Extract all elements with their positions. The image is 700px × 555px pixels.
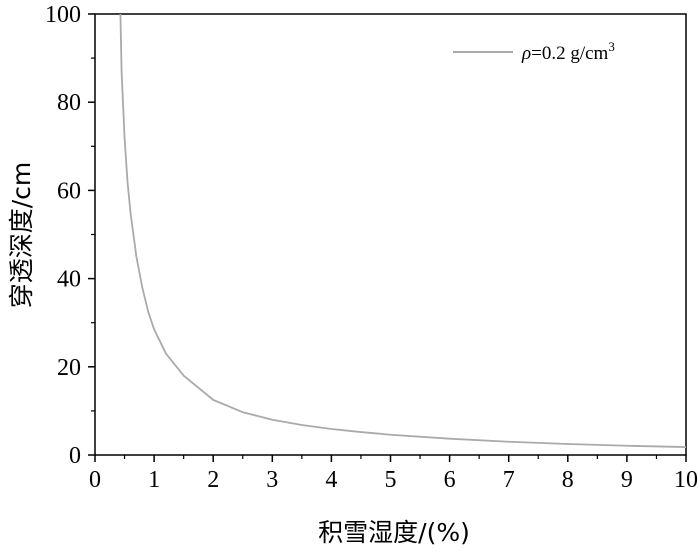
y-axis-tick-labels: 0 20 40 60 80 100 — [45, 2, 81, 469]
x-axis-tick-labels: 0 1 2 3 4 5 6 7 8 9 10 — [89, 467, 698, 493]
x-tick-label: 3 — [266, 467, 278, 493]
y-tick-label: 0 — [69, 443, 81, 469]
y-axis-title: 穿透深度/cm — [7, 162, 36, 309]
series-layer — [119, 13, 687, 448]
y-tick-label: 80 — [57, 90, 81, 116]
x-tick-label: 7 — [503, 467, 515, 493]
legend-label-superscript: 3 — [608, 39, 615, 54]
x-tick-label: 9 — [621, 467, 633, 493]
x-tick-label: 6 — [444, 467, 456, 493]
legend-label-value: =0.2 g/cm — [531, 43, 608, 64]
x-tick-label: 8 — [562, 467, 574, 493]
y-axis-ticks — [88, 13, 95, 456]
x-tick-label: 2 — [207, 467, 219, 493]
plot-frame — [94, 13, 687, 456]
x-tick-label: 0 — [89, 467, 101, 493]
legend-label: ρ=0.2 g/cm3 — [521, 39, 615, 64]
x-tick-label: 10 — [674, 467, 698, 493]
legend-label-symbol: ρ — [521, 43, 531, 64]
series-line — [119, 13, 687, 448]
x-tick-label: 4 — [325, 467, 337, 493]
x-axis-ticks — [94, 455, 687, 462]
plot-area-border — [94, 13, 687, 456]
y-tick-label: 20 — [57, 355, 81, 381]
x-tick-label: 5 — [385, 467, 397, 493]
x-axis-title: 积雪湿度/(%) — [318, 518, 470, 547]
y-tick-label: 100 — [45, 2, 81, 28]
legend: ρ=0.2 g/cm3 — [453, 39, 615, 64]
x-tick-label: 1 — [148, 467, 160, 493]
y-tick-label: 40 — [57, 267, 81, 293]
y-tick-label: 60 — [57, 178, 81, 204]
